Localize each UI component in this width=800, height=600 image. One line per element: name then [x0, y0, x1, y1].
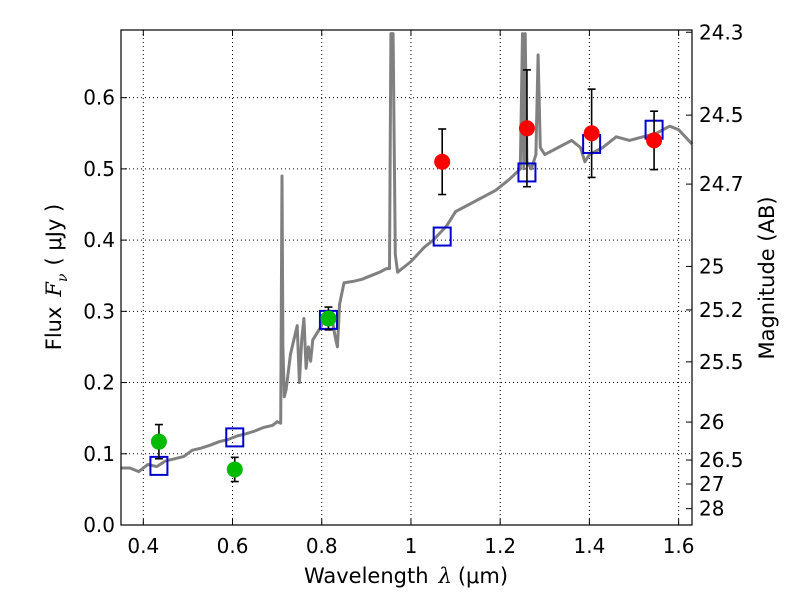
y-tick-label: 0.3 [83, 299, 115, 323]
nir-point [646, 132, 663, 149]
x-tick-label: 1.2 [484, 534, 516, 558]
optical-point [320, 310, 337, 327]
y2-tick-label: 28 [699, 497, 724, 521]
y-axis-label: FluxFν( μJy ) [42, 204, 71, 350]
y-tick-label: 0.5 [83, 157, 115, 181]
x-axis-label: Wavelength λ (μm) [304, 564, 508, 588]
y2-tick-label: 25.5 [699, 350, 744, 374]
x-tick-label: 1 [405, 534, 418, 558]
optical-point [226, 461, 243, 478]
x-tick-label: 1.6 [663, 534, 695, 558]
x-tick-label: 1.4 [573, 534, 605, 558]
y-tick-label: 0.2 [83, 371, 115, 395]
y2-tick-label: 25.2 [699, 298, 744, 322]
nir-point [518, 120, 535, 137]
y2-tick-label: 25 [699, 254, 724, 278]
y2-tick-label: 24.7 [699, 172, 744, 196]
y2-tick-label: 27 [699, 472, 724, 496]
template-spectrum-layer [121, 32, 694, 474]
x-tick-label: 0.4 [127, 534, 159, 558]
y-tick-label: 0.0 [83, 513, 115, 537]
model-point [225, 427, 245, 448]
model-point [432, 226, 452, 247]
y2-tick-label: 26 [699, 410, 724, 434]
x-tick-label: 0.6 [217, 534, 249, 558]
y-axis-left: 0.0 0.1 0.2 0.3 0.4 0.5 0.6 [83, 86, 127, 537]
y2-tick-label: 24.3 [699, 20, 744, 44]
y2-tick-label: 24.5 [699, 103, 744, 127]
template-spectrum-line [121, 32, 694, 474]
optical-point [150, 433, 167, 450]
y-tick-label: 0.6 [83, 86, 115, 110]
nir-point [434, 153, 451, 170]
nir-point [583, 125, 600, 142]
y-tick-label: 0.1 [83, 442, 115, 466]
y2-tick-label: 26.5 [699, 448, 744, 472]
y-tick-label: 0.4 [83, 228, 115, 252]
grid-lines [121, 30, 692, 526]
plot-frame [120, 29, 693, 526]
y2-axis-label: Magnitude (AB) [755, 196, 779, 359]
x-tick-label: 0.8 [306, 534, 338, 558]
photometry-markers [149, 69, 664, 483]
x-axis: 0.4 0.6 0.8 1 1.2 1.4 1.6 [127, 30, 695, 558]
